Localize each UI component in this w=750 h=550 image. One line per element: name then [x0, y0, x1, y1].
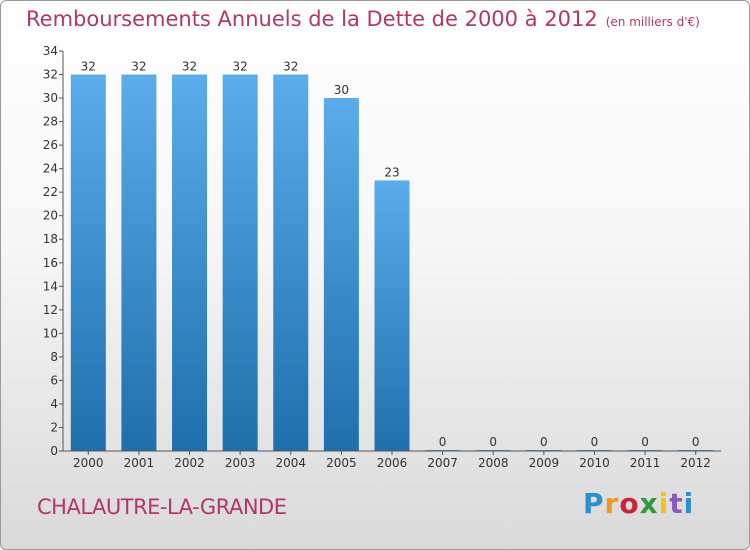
data-label-2012: 0: [692, 435, 700, 449]
x-tick-label-2006: 2006: [377, 456, 408, 470]
x-tick-label-2009: 2009: [529, 456, 560, 470]
data-label-2000: 32: [81, 60, 96, 74]
x-tick-label-2011: 2011: [630, 456, 661, 470]
chart-title-text: Remboursements Annuels de la Dette de 20…: [26, 7, 598, 31]
data-label-2001: 32: [131, 60, 146, 74]
y-tick-label: 18: [43, 232, 58, 246]
data-label-2002: 32: [182, 60, 197, 74]
x-tick-label-2003: 2003: [225, 456, 256, 470]
data-label-2008: 0: [489, 435, 497, 449]
x-tick-label-2010: 2010: [579, 456, 610, 470]
y-tick-label: 6: [50, 373, 58, 387]
chart-unit: (en milliers d'€): [605, 15, 700, 29]
data-label-2006: 23: [384, 165, 399, 179]
bars: 32 32 32 32 32 30 23 0 0 0 0 0 0: [70, 60, 714, 452]
data-label-2007: 0: [439, 435, 447, 449]
y-tick-label: 0: [50, 444, 58, 458]
x-tick-label-2001: 2001: [124, 456, 155, 470]
y-tick-label: 22: [43, 185, 58, 199]
town-name: CHALAUTRE-LA-GRANDE: [37, 495, 287, 519]
y-tick-label: 2: [50, 420, 58, 434]
data-label-2010: 0: [591, 435, 599, 449]
x-tick-label-2012: 2012: [680, 456, 711, 470]
proxiti-logo: Proxiti: [583, 487, 695, 520]
bar-2001: [121, 74, 157, 451]
y-tick-label: 4: [50, 397, 58, 411]
bar-2000: [70, 74, 106, 451]
bar-2005: [323, 98, 359, 451]
x-tick-label-2008: 2008: [478, 456, 509, 470]
data-label-2005: 30: [334, 83, 349, 97]
y-tick-label: 28: [43, 115, 58, 129]
x-tick-label-2005: 2005: [326, 456, 357, 470]
data-label-2004: 32: [283, 60, 298, 74]
bar-2003: [222, 74, 258, 451]
y-tick-label: 32: [43, 68, 58, 82]
y-tick-label: 24: [43, 162, 58, 176]
y-tick-label: 16: [43, 256, 58, 270]
x-tick-label-2002: 2002: [174, 456, 205, 470]
x-tick-label-2004: 2004: [275, 456, 306, 470]
y-tick-label: 14: [43, 279, 58, 293]
y-tick-label: 12: [43, 303, 58, 317]
x-tick-label-2000: 2000: [73, 456, 104, 470]
y-tick-label: 20: [43, 209, 58, 223]
chart-title: Remboursements Annuels de la Dette de 20…: [26, 7, 700, 31]
data-label-2009: 0: [540, 435, 548, 449]
bar-2006: [374, 180, 410, 452]
bar-2002: [172, 74, 208, 451]
x-tick-label-2007: 2007: [427, 456, 458, 470]
data-label-2011: 0: [641, 435, 649, 449]
x-axis: 2000 2001 2002 2003 2004 2005 2006 2007 2008 2009…: [63, 450, 721, 470]
y-tick-label: 34: [43, 44, 58, 58]
y-tick-label: 10: [43, 326, 58, 340]
bar-2004: [273, 74, 309, 451]
y-tick-label: 30: [43, 91, 58, 105]
y-tick-label: 26: [43, 138, 58, 152]
y-tick-label: 8: [50, 350, 58, 364]
data-label-2003: 32: [233, 60, 248, 74]
